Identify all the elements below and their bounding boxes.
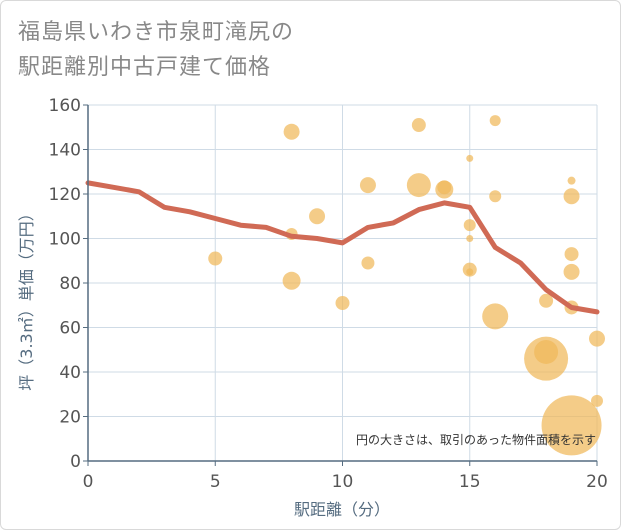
bubble-point-13 [463,219,476,232]
bubble-point-0 [208,251,223,266]
x-tick-label-3: 15 [459,472,481,492]
bubble-point-17 [489,115,501,127]
bubble-point-6 [359,177,376,194]
size-legend-note: 円の大きさは、取引のあった物件面積を示す [356,432,596,447]
grid-lines [87,104,598,462]
y-tick-label-5: 100 [49,230,81,250]
y-tick-label-2: 40 [59,363,81,383]
bubble-point-18 [489,190,502,203]
bubble-point-11 [435,180,454,199]
bubble-point-16 [466,268,474,276]
x-tick-labels: 0 5 10 15 20 [83,472,608,492]
y-tick-label-0: 0 [70,452,81,472]
average-line [85,180,600,315]
y-tick-label-7: 140 [49,141,81,161]
bubble-point-26 [563,263,580,280]
bubble-point-30 [591,394,603,407]
x-tick-label-1: 5 [210,472,221,492]
bubble-point-24 [563,188,580,205]
bubble-point-3 [282,271,301,290]
bubble-point-7 [361,256,375,270]
bubble-point-28 [541,395,602,456]
bubble-point-14 [466,235,474,242]
bubble-point-12 [466,154,474,162]
y-tick-label-8: 160 [49,96,81,116]
chart-title: 福島県いわき市泉町滝尻の 駅距離別中古戸建て価格 [18,20,295,80]
bubble-point-19 [482,303,509,330]
axes [83,104,598,466]
x-axis-label: 駅距離（分） [294,500,390,519]
x-tick-label-4: 20 [586,472,608,492]
bubble-point-23 [567,176,576,185]
bubble-point-4 [309,208,326,225]
average-line-series [85,180,600,315]
bubble-series [208,115,605,456]
x-tick-label-0: 0 [83,472,94,492]
bubble-point-5 [335,296,350,311]
bubble-point-9 [406,173,431,198]
bubble-point-8 [411,118,426,133]
y-tick-labels: 0 20 40 60 80 100 120 140 160 [49,96,81,472]
bubble-point-29 [589,330,605,347]
bubble-point-20 [539,293,554,308]
bubble-point-22 [524,336,569,381]
y-tick-label-1: 20 [59,408,81,428]
y-tick-label-3: 60 [59,319,81,339]
y-axis-label: 坪（3.3㎡）単価（万円） [17,205,36,390]
x-tick-label-2: 10 [332,472,354,492]
y-tick-label-4: 80 [59,274,81,294]
bubble-point-1 [283,123,300,140]
bubble-point-25 [564,247,579,262]
y-tick-label-6: 120 [49,185,81,205]
